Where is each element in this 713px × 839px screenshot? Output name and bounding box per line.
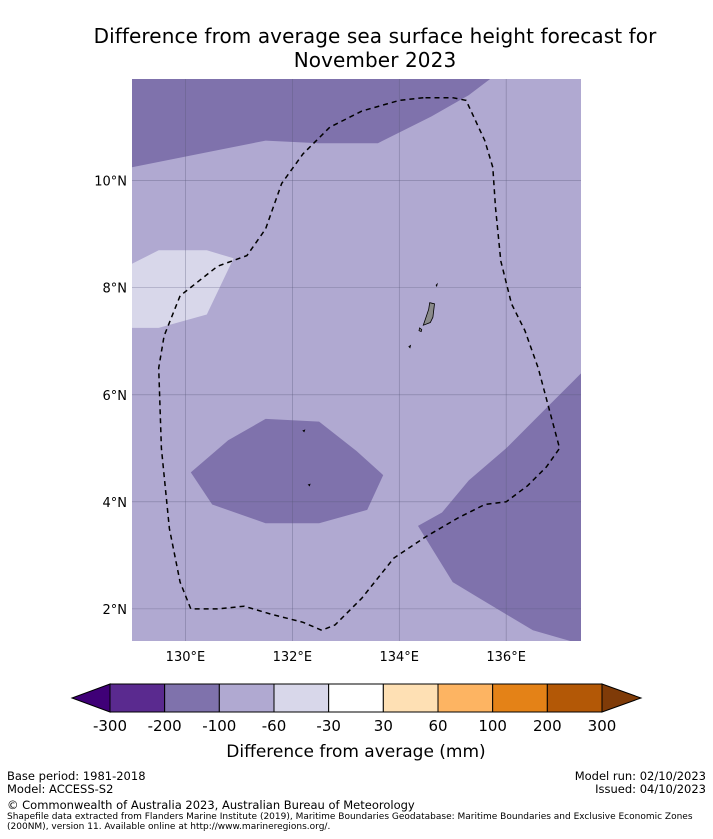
legend-tick-label: -200 [148, 717, 182, 735]
legend-swatch [218, 683, 275, 713]
anomaly-regions [132, 79, 581, 641]
legend-swatch [546, 683, 603, 713]
lon-tick-label: 132°E [273, 650, 313, 665]
legend-swatch [109, 683, 166, 713]
legend-tick-label: -300 [93, 717, 127, 735]
anomaly-region-2 [132, 250, 234, 328]
title-line-2: November 2023 [293, 48, 457, 72]
lat-tick-label: 8°N [103, 282, 128, 297]
issued-date: Issued: 04/10/2023 [595, 782, 706, 796]
anomaly-region-3 [190, 418, 384, 524]
model-run: Model run: 02/10/2023 [574, 769, 706, 783]
lat-tick-label: 6°N [103, 389, 128, 404]
model-name: Model: ACCESS-S2 [7, 782, 114, 796]
title-line-1: Difference from average sea surface heig… [93, 24, 657, 48]
legend-arrow-high [601, 683, 643, 713]
lon-tick-label: 134°E [379, 650, 419, 665]
island-shape [418, 327, 423, 333]
lat-tick-label: 2°N [103, 603, 128, 618]
eez-boundary [157, 96, 561, 632]
legend-tick-label: -30 [316, 717, 341, 735]
lon-tick-label: 130°E [166, 650, 206, 665]
legend-swatch [437, 683, 494, 713]
island-shape [408, 344, 412, 349]
shapefile-note: Shapefile data extracted from Flanders M… [7, 812, 693, 832]
legend-tick-label: 30 [374, 717, 393, 735]
anomaly-region-1 [132, 79, 491, 168]
legend-tick-label: 300 [588, 717, 617, 735]
legend-swatch [164, 683, 220, 713]
copyright-notice: © Commonwealth of Australia 2023, Austra… [7, 798, 415, 812]
lat-tick-label: 10°N [94, 175, 127, 190]
map-title: Difference from average sea surface heig… [0, 24, 713, 72]
anomaly-region-4 [418, 373, 581, 641]
legend-swatch [492, 683, 548, 713]
colorbar-legend: -300 -200 -100 -60 -30 30 60 100 200 300 [70, 683, 643, 735]
island-shape [307, 483, 311, 487]
legend-title: Difference from average (mm) [226, 742, 485, 762]
legend-tick-label: -100 [202, 717, 236, 735]
legend-tick-label: 60 [428, 717, 447, 735]
legend-swatch [382, 683, 439, 713]
legend-tick-label: 200 [533, 717, 562, 735]
map-plot-area [132, 79, 581, 641]
island-shape [422, 302, 435, 326]
axis-ticks: 130°E 132°E 134°E 136°E 10°N 8°N 6°N 4°N 2°N [94, 175, 526, 665]
legend-swatch [273, 683, 330, 713]
map-figure: 130°E 132°E 134°E 136°E 10°N 8°N 6°N 4°N 2°N -30… [70, 79, 643, 762]
legend-swatch [328, 683, 384, 713]
island-shape [302, 429, 306, 433]
lon-tick-label: 136°E [486, 650, 526, 665]
base-period: Base period: 1981-2018 [7, 769, 146, 783]
legend-tick-label: -60 [262, 717, 287, 735]
island-shape [435, 282, 438, 288]
legend-tick-label: 100 [478, 717, 507, 735]
islands [302, 282, 438, 487]
lat-tick-label: 4°N [103, 496, 128, 511]
legend-arrow-low [70, 683, 111, 713]
